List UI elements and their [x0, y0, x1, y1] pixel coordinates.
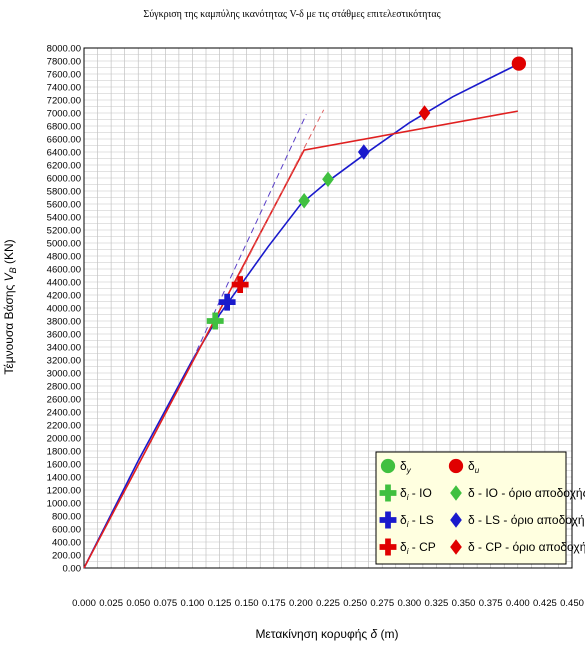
- legend-marker-diamond: [450, 512, 462, 528]
- legend-marker-diamond: [450, 485, 462, 501]
- marker-diamond: [418, 105, 431, 121]
- x-tick-label: 0.075: [153, 598, 177, 609]
- x-tick-label: 0.325: [425, 598, 449, 609]
- legend-label: δi - CP: [400, 540, 436, 556]
- y-tick-label: 6000.00: [47, 174, 81, 185]
- y-tick-label: 2800.00: [47, 382, 81, 393]
- markers-group: [206, 56, 527, 330]
- y-tick-label: 5400.00: [47, 213, 81, 224]
- y-tick-label: 8000.00: [47, 44, 81, 55]
- series-line-elastic-stiffness: [235, 109, 325, 283]
- marker-cross: [206, 312, 224, 330]
- y-tick-label: 4200.00: [47, 291, 81, 302]
- y-tick-label: 1600.00: [47, 460, 81, 471]
- legend-marker-cross: [379, 511, 397, 529]
- x-tick-label: 0.375: [479, 598, 503, 609]
- y-tick-label: 5000.00: [47, 239, 81, 250]
- x-tick-label: 0.200: [289, 598, 313, 609]
- y-tick-label: 6400.00: [47, 148, 81, 159]
- y-tick-label: 3600.00: [47, 330, 81, 341]
- y-tick-label: 6200.00: [47, 161, 81, 172]
- x-tick-label: 0.175: [262, 598, 286, 609]
- legend-label: δ - CP - όριο αποδοχής: [468, 540, 585, 554]
- legend-label: δu: [468, 459, 480, 475]
- x-tick-label: 0.400: [506, 598, 530, 609]
- y-tick-label: 0.00: [63, 564, 82, 575]
- y-tick-label: 5200.00: [47, 226, 81, 237]
- plot-frame: [83, 47, 573, 569]
- legend-marker-circle: [380, 458, 396, 474]
- y-tick-label: 7400.00: [47, 83, 81, 94]
- legend-marker-cross: [379, 538, 397, 556]
- y-tick-label: 1800.00: [47, 447, 81, 458]
- marker-diamond: [322, 171, 334, 188]
- legend-label: δ - LS - όριο αποδοχής: [468, 513, 585, 527]
- y-tick-label: 7200.00: [47, 96, 81, 107]
- y-tick-label: 600.00: [52, 525, 81, 536]
- y-tick-label: 3400.00: [47, 343, 81, 354]
- y-tick-label: 4400.00: [47, 278, 81, 289]
- x-tick-label: 0.050: [126, 598, 150, 609]
- y-tick-label: 2600.00: [47, 395, 81, 406]
- marker-circle: [511, 56, 527, 71]
- y-tick-label: 200.00: [52, 551, 81, 562]
- y-tick-label: 4600.00: [47, 265, 81, 276]
- y-tick-label: 1000.00: [47, 499, 81, 510]
- y-tick-label: 2200.00: [47, 421, 81, 432]
- legend-label: δy: [400, 459, 412, 475]
- y-tick-label: 3200.00: [47, 356, 81, 367]
- y-tick-label: 4800.00: [47, 252, 81, 263]
- x-tick-label: 0.100: [181, 598, 205, 609]
- marker-diamond: [298, 192, 310, 209]
- series-line-bilinear: [83, 110, 518, 569]
- marker-cross: [218, 293, 236, 311]
- marker-diamond: [357, 144, 370, 160]
- x-tick-label: 0.450: [560, 598, 584, 609]
- y-tick-label: 5600.00: [47, 200, 81, 211]
- y-tick-label: 7600.00: [47, 70, 81, 81]
- legend: δy δu δi - IO δ - IO - όριο αποδοχής δi - LS…: [375, 451, 585, 565]
- y-tick-label: 800.00: [52, 512, 81, 523]
- legend-box: [375, 451, 567, 565]
- legend-label: δi - LS: [400, 513, 434, 529]
- legend-marker-diamond: [450, 539, 462, 555]
- x-tick-label: 0.225: [316, 598, 340, 609]
- y-tick-label: 6800.00: [47, 122, 81, 133]
- y-tick-label: 1200.00: [47, 486, 81, 497]
- legend-label: δ - IO - όριο αποδοχής: [468, 486, 585, 500]
- y-tick-label: 6600.00: [47, 135, 81, 146]
- x-tick-label: 0.300: [397, 598, 421, 609]
- y-tick-label: 3000.00: [47, 369, 81, 380]
- y-tick-label: 400.00: [52, 538, 81, 549]
- x-tick-label: 0.025: [99, 598, 123, 609]
- y-axis-label: Τέμνουσα Βάσης VB (KN): [2, 239, 18, 374]
- x-tick-label: 0.150: [235, 598, 259, 609]
- y-tick-label: 2000.00: [47, 434, 81, 445]
- x-tick-labels: 0.000 0.025 0.050 0.075 0.100 0.125 0.150 0.175…: [72, 598, 584, 609]
- y-tick-label: 7000.00: [47, 109, 81, 120]
- y-tick-label: 2400.00: [47, 408, 81, 419]
- y-tick-labels: 0.00 200.00 400.00 600.00 800.00 1000.00 1200.…: [47, 44, 81, 575]
- marker-cross: [231, 276, 249, 294]
- y-tick-label: 5800.00: [47, 187, 81, 198]
- axes: [83, 47, 573, 569]
- y-tick-label: 1400.00: [47, 473, 81, 484]
- x-tick-label: 0.275: [370, 598, 394, 609]
- y-tick-label: 3800.00: [47, 317, 81, 328]
- y-tick-label: 4000.00: [47, 304, 81, 315]
- chart-title: Σύγκριση της καμπύλης ικανότητας V-δ με …: [143, 9, 440, 20]
- legend-marker-cross: [379, 484, 397, 502]
- x-tick-label: 0.125: [208, 598, 232, 609]
- x-tick-label: 0.250: [343, 598, 367, 609]
- y-tick-label: 7800.00: [47, 57, 81, 68]
- x-tick-label: 0.000: [72, 598, 96, 609]
- x-axis-label: Μετακίνηση κορυφής δ (m): [255, 627, 398, 641]
- x-tick-label: 0.425: [533, 598, 557, 609]
- x-tick-label: 0.350: [452, 598, 476, 609]
- legend-marker-circle: [448, 458, 464, 474]
- legend-label: δi - IO: [400, 486, 432, 502]
